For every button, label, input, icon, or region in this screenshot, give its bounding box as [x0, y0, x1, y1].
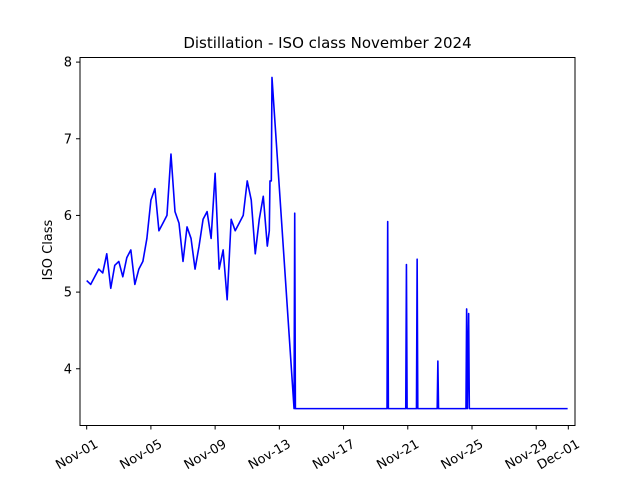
y-tick-label: 7	[64, 132, 72, 147]
plot-area	[86, 76, 568, 410]
x-tick-label: Nov-21	[374, 437, 422, 473]
x-tick-label: Nov-05	[118, 437, 166, 473]
x-tick-label: Nov-13	[246, 437, 294, 473]
y-axis-label: ISO Class	[41, 219, 56, 280]
y-axis: 4 5 6 7 8	[64, 56, 80, 377]
y-tick-label: 5	[64, 286, 72, 301]
chart-title: Distillation - ISO class November 2024	[183, 34, 471, 52]
y-tick-label: 6	[64, 209, 72, 224]
y-tick-label: 8	[64, 56, 72, 71]
plot-frame	[79, 57, 576, 426]
x-tick-label: Nov-25	[439, 437, 487, 473]
x-tick-label: Nov-09	[182, 437, 230, 473]
y-tick-label: 4	[64, 362, 72, 377]
series-line-1	[86, 76, 568, 410]
x-tick-label: Nov-01	[53, 437, 101, 473]
x-axis: Nov-01 Nov-05 Nov-09 Nov-13 Nov-17 Nov-21 Nov-…	[53, 425, 583, 473]
x-tick-label: Nov-17	[310, 437, 358, 473]
